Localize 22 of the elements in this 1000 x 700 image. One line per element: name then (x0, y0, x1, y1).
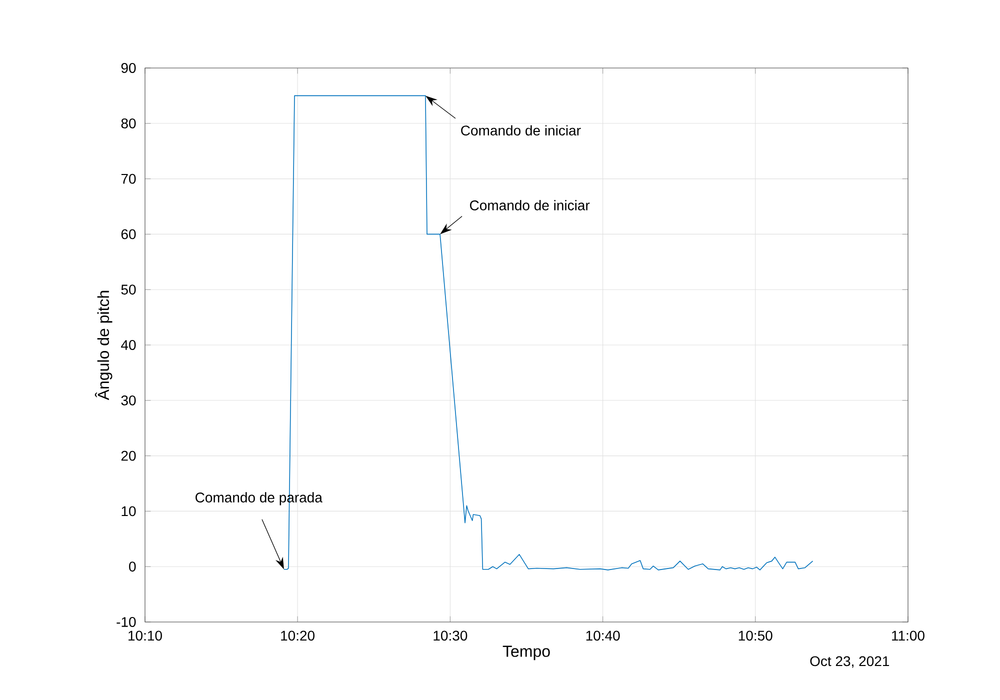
x-tick-label: 10:40 (586, 630, 620, 641)
y-tick-label: 90 (121, 63, 136, 73)
x-tick-label: 10:20 (281, 630, 315, 641)
x-tick-label: 10:10 (128, 630, 162, 641)
y-tick-label: 70 (121, 174, 136, 184)
y-tick-label: 50 (121, 284, 136, 295)
y-tick-label: 0 (129, 562, 136, 572)
y-tick-label: 30 (121, 395, 136, 406)
x-tick-label: 10:30 (434, 630, 468, 641)
annotation: Comando de iniciar (470, 200, 590, 210)
y-tick-label: 40 (121, 340, 136, 350)
y-tick-label: -10 (116, 617, 136, 627)
y-axis-title: Ângulo de pitch (94, 290, 112, 400)
x-tick-label: 11:00 (892, 630, 924, 641)
x-tick-label: 10:50 (738, 630, 772, 641)
y-tick-label: 10 (122, 506, 136, 516)
y-tick-label: 20 (121, 450, 136, 461)
y-tick-label: 80 (121, 118, 136, 128)
text: Oct 23, 2021 (810, 656, 890, 668)
annotation: Comando de iniciar (461, 125, 581, 136)
x-axis-title: Tempo (502, 646, 550, 660)
y-tick-label: 60 (121, 229, 136, 240)
